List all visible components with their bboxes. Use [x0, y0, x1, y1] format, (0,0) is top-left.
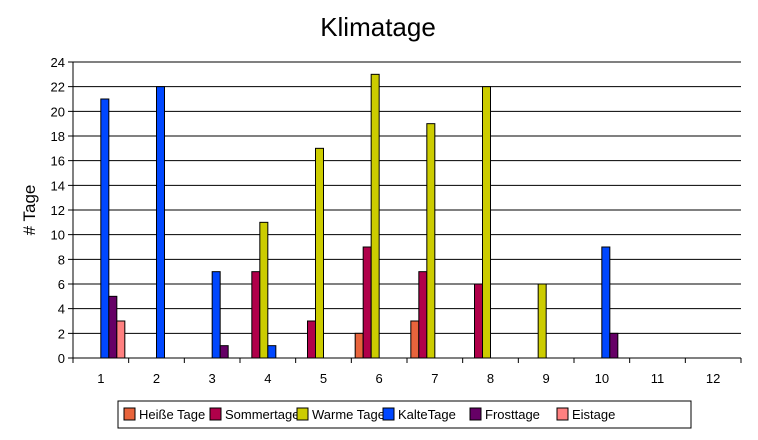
bar [251, 271, 261, 359]
bar [219, 345, 229, 359]
bar [426, 123, 436, 359]
y-tick-label: 10 [51, 228, 65, 243]
x-tick-label: 7 [431, 371, 438, 386]
x-tick-label: 8 [487, 371, 494, 386]
bar [211, 271, 221, 359]
legend-swatch [123, 407, 136, 421]
bar [307, 320, 316, 359]
y-tick-label: 18 [51, 129, 65, 144]
legend-label: KalteTage [398, 407, 456, 422]
bar [116, 320, 126, 359]
bar [609, 332, 619, 359]
legend-swatch [556, 407, 569, 421]
x-tick-label: 5 [320, 371, 327, 386]
bar [315, 147, 324, 359]
legend-swatch [382, 407, 395, 421]
x-tick-label: 10 [595, 371, 609, 386]
x-tick-label: 3 [209, 371, 216, 386]
y-tick-label: 12 [51, 203, 65, 218]
legend-swatch [209, 407, 222, 421]
x-tick-label: 1 [97, 371, 104, 386]
bar [370, 73, 380, 359]
bar [259, 221, 269, 359]
bar [410, 320, 420, 359]
x-tick-label: 4 [264, 371, 271, 386]
legend-label: Warme Tage [312, 407, 385, 422]
bar [537, 283, 547, 359]
y-axis-label: # Tage [20, 185, 39, 236]
bar [267, 345, 277, 359]
y-tick-label: 24 [51, 55, 65, 70]
bar [156, 86, 165, 359]
bar [482, 86, 491, 359]
y-tick-label: 0 [58, 351, 65, 366]
bar [100, 98, 110, 359]
x-tick-label: 6 [376, 371, 383, 386]
y-tick-label: 2 [58, 326, 65, 341]
y-tick-label: 16 [51, 154, 65, 169]
y-tick-label: 4 [58, 302, 65, 317]
legend: Heiße Tage Sommertage Warme Tage KalteTage F… [117, 400, 692, 429]
y-tick-label: 20 [51, 104, 65, 119]
x-tick-label: 12 [706, 371, 720, 386]
bar [362, 246, 372, 359]
x-tick-label: 2 [153, 371, 160, 386]
legend-label: Frosttage [485, 407, 540, 422]
bar [108, 295, 118, 359]
legend-swatch [469, 407, 482, 421]
chart-title: Klimatage [320, 12, 436, 42]
y-tick-label: 8 [58, 252, 65, 267]
legend-swatch [296, 407, 309, 421]
legend-label: Sommertage [225, 407, 299, 422]
bar [601, 246, 611, 359]
y-tick-label: 14 [51, 178, 65, 193]
y-tick-label: 22 [51, 80, 65, 95]
x-tick-label: 9 [543, 371, 550, 386]
bar [474, 283, 483, 359]
x-tick-label: 11 [651, 371, 665, 386]
y-tick-label: 6 [58, 277, 65, 292]
legend-label: Eistage [572, 407, 615, 422]
bar [354, 332, 364, 359]
legend-label: Heiße Tage [139, 407, 205, 422]
bar [418, 271, 428, 359]
